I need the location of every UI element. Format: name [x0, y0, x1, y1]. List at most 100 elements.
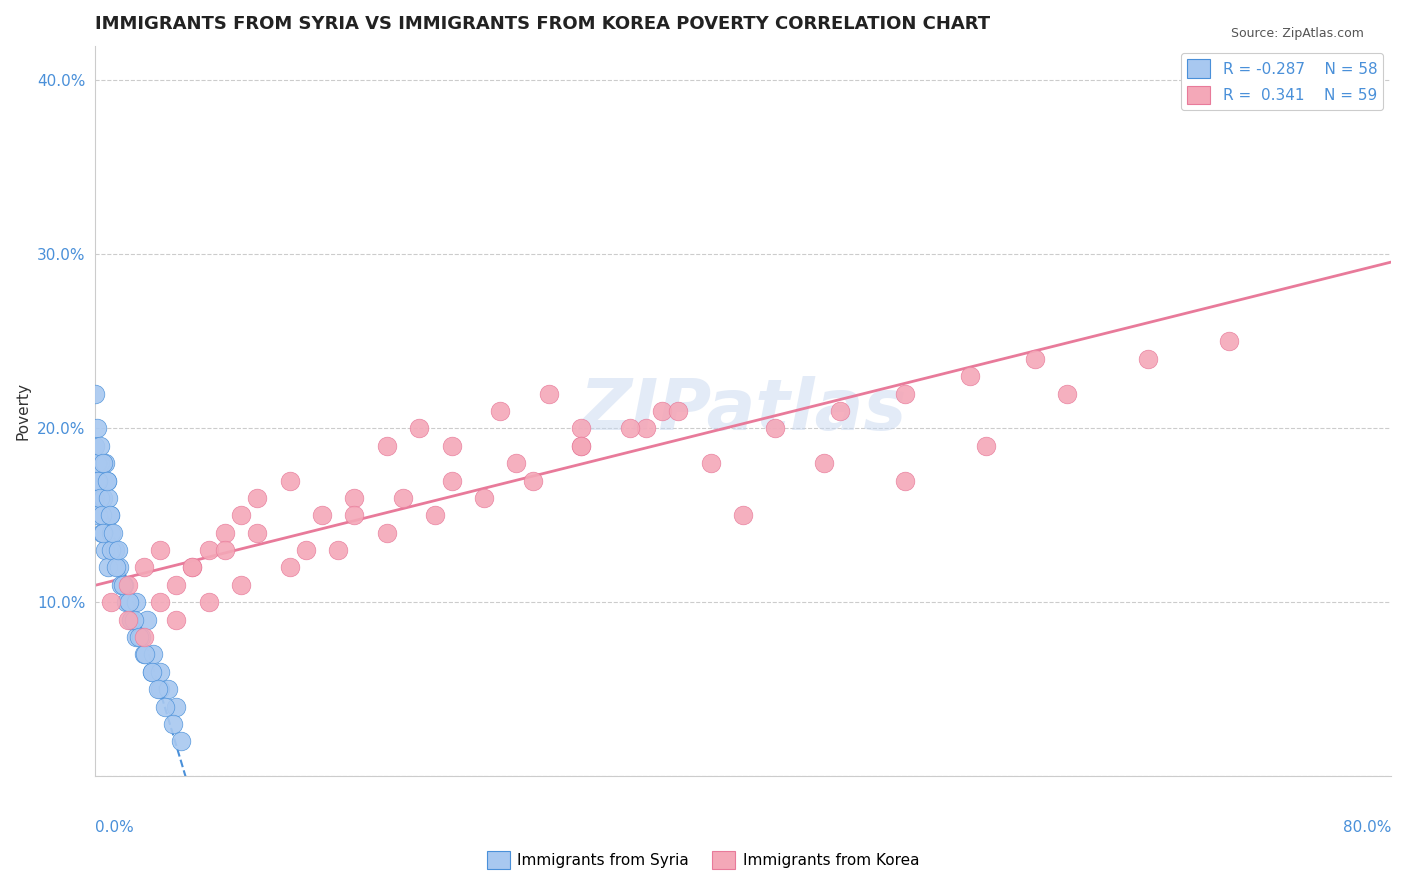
Point: [124, 630, 146, 644]
Point: [100, 525, 122, 540]
Point: [157, 682, 180, 697]
Point: [246, 525, 269, 540]
Point: [98, 508, 121, 523]
Point: [118, 595, 141, 609]
Point: [181, 560, 204, 574]
Point: [91, 491, 114, 505]
Point: [165, 578, 187, 592]
Point: [96, 474, 118, 488]
Point: [90, 508, 112, 523]
Point: [1056, 386, 1078, 401]
Point: [408, 421, 430, 435]
Point: [149, 543, 172, 558]
Point: [813, 456, 835, 470]
Point: [214, 525, 236, 540]
Point: [97, 560, 120, 574]
Point: [86, 421, 108, 435]
Point: [128, 630, 150, 644]
Point: [569, 439, 592, 453]
Point: [94, 456, 117, 470]
Point: [505, 456, 527, 470]
Point: [87, 474, 110, 488]
Point: [117, 613, 139, 627]
Point: [120, 613, 142, 627]
Point: [149, 595, 172, 609]
Y-axis label: Poverty: Poverty: [15, 382, 30, 440]
Point: [765, 421, 787, 435]
Point: [974, 439, 997, 453]
Point: [733, 508, 755, 523]
Point: [141, 665, 163, 679]
Point: [142, 648, 165, 662]
Point: [100, 595, 122, 609]
Point: [84, 491, 107, 505]
Point: [112, 578, 135, 592]
Point: [105, 560, 128, 574]
Point: [425, 508, 447, 523]
Point: [522, 474, 544, 488]
Point: [117, 578, 139, 592]
Point: [101, 525, 124, 540]
Text: Source: ZipAtlas.com: Source: ZipAtlas.com: [1230, 27, 1364, 40]
Point: [569, 421, 592, 435]
Point: [120, 613, 142, 627]
Text: 0.0%: 0.0%: [96, 820, 134, 835]
Point: [278, 560, 301, 574]
Point: [94, 543, 117, 558]
Point: [90, 525, 112, 540]
Point: [246, 491, 269, 505]
Point: [181, 560, 204, 574]
Text: 80.0%: 80.0%: [1343, 820, 1391, 835]
Point: [569, 439, 592, 453]
Point: [634, 421, 657, 435]
Point: [489, 404, 512, 418]
Legend: R = -0.287    N = 58, R =  0.341    N = 59: R = -0.287 N = 58, R = 0.341 N = 59: [1181, 54, 1384, 111]
Point: [537, 386, 560, 401]
Point: [392, 491, 415, 505]
Point: [214, 543, 236, 558]
Point: [440, 474, 463, 488]
Point: [666, 404, 689, 418]
Point: [132, 648, 155, 662]
Point: [117, 595, 139, 609]
Point: [170, 734, 193, 748]
Text: IMMIGRANTS FROM SYRIA VS IMMIGRANTS FROM KOREA POVERTY CORRELATION CHART: IMMIGRANTS FROM SYRIA VS IMMIGRANTS FROM…: [96, 15, 990, 33]
Point: [326, 543, 349, 558]
Point: [153, 699, 176, 714]
Point: [84, 386, 107, 401]
Point: [100, 543, 122, 558]
Point: [162, 717, 184, 731]
Legend: Immigrants from Syria, Immigrants from Korea: Immigrants from Syria, Immigrants from K…: [481, 845, 925, 875]
Point: [830, 404, 852, 418]
Point: [111, 578, 134, 592]
Point: [141, 665, 163, 679]
Point: [129, 630, 152, 644]
Point: [197, 595, 219, 609]
Point: [98, 508, 121, 523]
Point: [132, 560, 155, 574]
Point: [89, 491, 111, 505]
Point: [197, 543, 219, 558]
Point: [375, 439, 398, 453]
Point: [110, 578, 132, 592]
Point: [134, 648, 156, 662]
Point: [84, 439, 107, 453]
Point: [1137, 351, 1160, 366]
Point: [115, 595, 138, 609]
Point: [472, 491, 495, 505]
Point: [122, 613, 145, 627]
Point: [89, 456, 111, 470]
Point: [91, 456, 114, 470]
Point: [278, 474, 301, 488]
Point: [136, 613, 159, 627]
Point: [165, 613, 187, 627]
Point: [375, 525, 398, 540]
Text: ZIPatlas: ZIPatlas: [579, 376, 907, 445]
Point: [1024, 351, 1046, 366]
Point: [1299, 91, 1322, 105]
Point: [108, 560, 131, 574]
Point: [229, 508, 252, 523]
Point: [107, 543, 129, 558]
Point: [89, 439, 111, 453]
Point: [1218, 334, 1240, 349]
